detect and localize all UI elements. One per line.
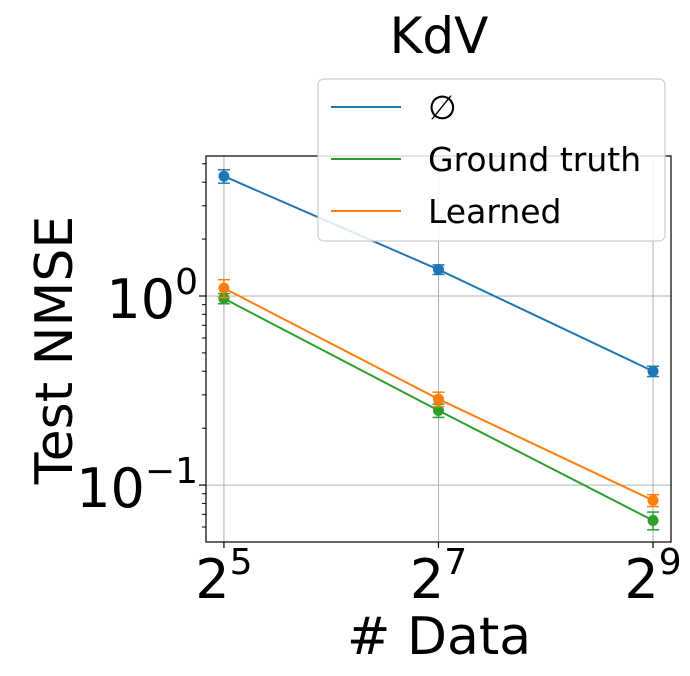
y-axis-label: Test NMSE [25,216,85,486]
data-point [218,170,230,182]
y-tick-label: 100 [106,262,198,331]
x-tick-label: 27 [410,542,467,611]
y-tick-label: 10−1 [76,451,198,520]
data-point [218,292,230,304]
chart-title: KdV [390,7,489,65]
legend-label: Ground truth [428,140,641,179]
legend-box [317,78,666,242]
data-point [647,365,659,377]
series-group [217,169,660,531]
data-point [432,393,444,405]
data-point [432,264,444,276]
data-point [647,494,659,506]
x-tick-label: 25 [195,542,252,611]
legend-label: ∅ [428,88,457,127]
x-axis-label: # Data [347,607,531,667]
data-point [432,404,444,416]
minor-ticks [199,163,654,548]
data-point [218,282,230,294]
x-tick-label: 29 [624,542,681,611]
y-tick-labels: 100 10−1 [76,262,198,520]
data-point [647,514,659,526]
x-tick-labels: 25 27 29 [195,542,681,611]
legend-label: Learned [428,192,561,231]
legend: ∅ Ground truth Learned [317,78,666,242]
